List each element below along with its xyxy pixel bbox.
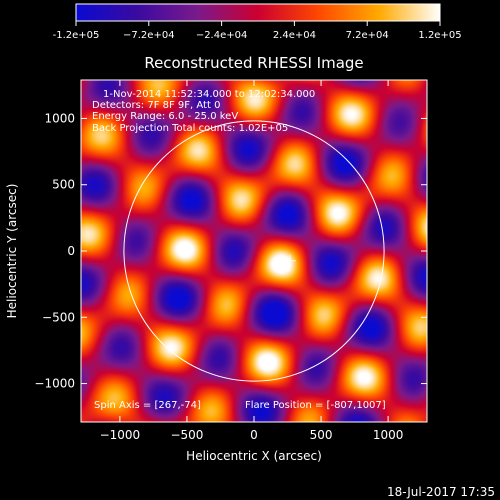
colorbar-tick-label: −2.4e+04 (196, 30, 248, 41)
footer-timestamp: 18-Jul-2017 17:35 (387, 485, 495, 499)
x-tick-label: −1000 (100, 428, 141, 442)
colorbar-tick-label: 7.2e+04 (346, 30, 389, 41)
y-axis-ticks: −1000 −500 0 500 1000 (34, 111, 427, 391)
flare-position-label: Flare Position = [-807,1007] (245, 400, 386, 411)
x-axis-ticks: −1000 −500 0 500 1000 (100, 80, 404, 442)
annotation-block: 1-Nov-2014 11:52:34.000 to 12:02:34.000 … (92, 89, 315, 134)
x-tick-label: 500 (310, 428, 333, 442)
colorbar-ticks: -1.2e+05 −7.2e+04 −2.4e+04 2.4e+04 7.2e+04 1.… (53, 21, 462, 41)
solar-limb-circle (123, 120, 385, 382)
annotation-method-counts: Back Projection Total counts: 1.02E+05 (92, 123, 288, 134)
y-tick-label: −500 (42, 310, 75, 324)
y-tick-label: 1000 (44, 111, 75, 125)
colorbar (75, 3, 441, 22)
x-tick-label: 1000 (373, 428, 404, 442)
colorbar-tick-label: 1.2e+05 (418, 30, 461, 41)
y-axis-label: Heliocentric Y (arcsec) (5, 184, 19, 319)
colorbar-tick-label: −7.2e+04 (123, 30, 175, 41)
annotation-time-range: 1-Nov-2014 11:52:34.000 to 12:02:34.000 (103, 89, 315, 100)
y-tick-label: 0 (67, 244, 75, 258)
x-tick-label: −500 (170, 428, 203, 442)
colorbar-tick-label: 2.4e+04 (273, 30, 316, 41)
x-tick-label: 0 (250, 428, 258, 442)
heatmap-image (81, 80, 427, 422)
annotation-detectors: Detectors: 7F 8F 9F, Att 0 (92, 100, 220, 111)
y-tick-label: 500 (52, 178, 75, 192)
colorbar-tick-label: -1.2e+05 (53, 30, 100, 41)
crosshair-marker (283, 254, 296, 267)
spin-axis-label: Spin Axis = [267,-74] (94, 400, 201, 411)
x-axis-label: Heliocentric X (arcsec) (186, 449, 322, 463)
annotation-energy-range: Energy Range: 6.0 - 25.0 keV (92, 111, 238, 122)
chart-title: Reconstructed RHESSI Image (144, 54, 363, 72)
y-tick-label: −1000 (34, 377, 75, 391)
